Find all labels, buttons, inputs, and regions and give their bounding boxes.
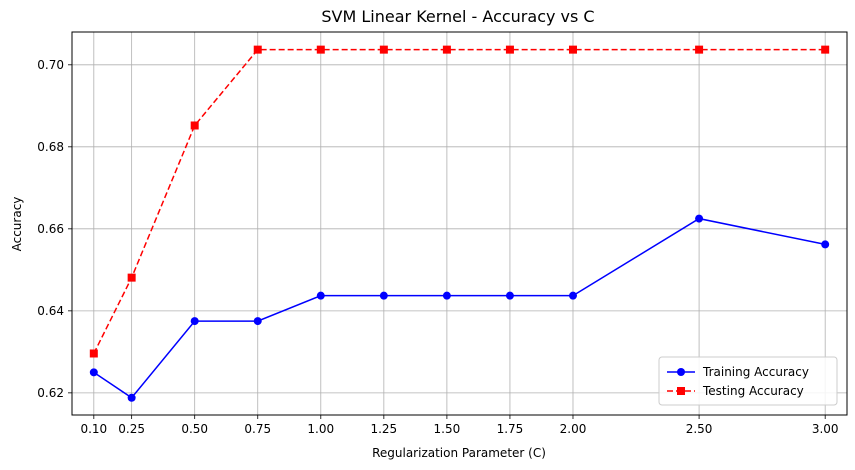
y-tick-label: 0.66 [37, 222, 64, 236]
x-tick-label: 1.50 [434, 422, 461, 436]
legend: Training Accuracy Testing Accuracy [658, 356, 838, 406]
data-point [695, 45, 704, 54]
x-axis-label: Regularization Parameter (C) [372, 446, 546, 460]
data-point [442, 291, 451, 300]
x-tick-label: 0.50 [181, 422, 208, 436]
legend-marker [677, 368, 685, 376]
legend-label: Testing Accuracy [702, 384, 804, 398]
data-point [253, 317, 262, 326]
legend-box [658, 356, 838, 406]
data-point [89, 368, 98, 377]
plot-frame [71, 31, 848, 416]
x-tick-label: 1.00 [307, 422, 334, 436]
x-axis-ticks: 0.10 0.25 0.50 0.75 1.00 1.25 1.50 1.75 2.00 2.50… [80, 415, 839, 436]
data-point [89, 349, 98, 358]
data-point [127, 273, 136, 282]
y-tick-label: 0.68 [37, 140, 64, 154]
x-tick-label: 0.75 [244, 422, 271, 436]
y-tick-label: 0.64 [37, 304, 64, 318]
x-tick-label: 0.10 [80, 422, 107, 436]
x-tick-label: 1.25 [370, 422, 397, 436]
y-axis-ticks: 0.62 0.64 0.66 0.68 0.70 [37, 58, 72, 400]
y-tick-label: 0.62 [37, 386, 64, 400]
data-point [253, 45, 262, 54]
data-point [442, 45, 451, 54]
series-line-1 [93, 48, 826, 354]
x-tick-label: 0.25 [118, 422, 145, 436]
data-point [568, 45, 577, 54]
data-point [379, 45, 388, 54]
data-point [190, 121, 199, 130]
data-point [379, 291, 388, 300]
y-axis-label: Accuracy [10, 197, 24, 252]
y-tick-label: 0.70 [37, 58, 64, 72]
x-tick-label: 3.00 [812, 422, 839, 436]
data-point [505, 291, 514, 300]
data-point [821, 45, 830, 54]
data-point [695, 214, 704, 223]
legend-label: Training Accuracy [702, 365, 809, 379]
data-point [316, 45, 325, 54]
data-point [568, 291, 577, 300]
grid [72, 32, 847, 415]
legend-marker [677, 387, 685, 395]
x-tick-label: 1.75 [497, 422, 524, 436]
data-point [316, 291, 325, 300]
x-tick-label: 2.00 [560, 422, 587, 436]
data-point [190, 317, 199, 326]
data-point [821, 240, 830, 249]
data-point [505, 45, 514, 54]
x-tick-label: 2.50 [686, 422, 713, 436]
data-point [127, 393, 136, 402]
chart-title: SVM Linear Kernel - Accuracy vs C [321, 7, 594, 26]
series-markers [89, 45, 830, 402]
